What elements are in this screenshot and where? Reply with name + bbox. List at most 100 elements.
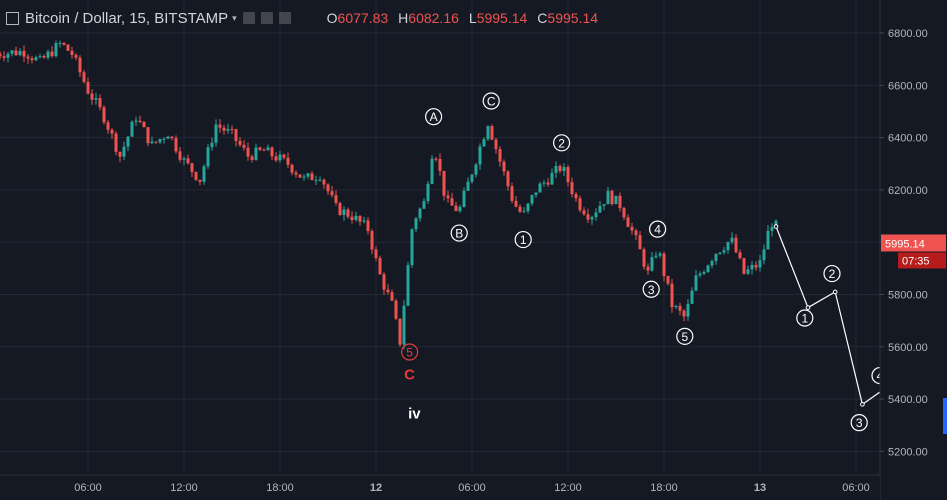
candle <box>202 166 206 182</box>
candle <box>394 300 398 319</box>
time-tick-label: 06:00 <box>842 482 870 494</box>
candle <box>630 226 634 231</box>
candle <box>566 167 570 183</box>
candle <box>198 179 202 182</box>
candle <box>646 266 650 271</box>
candle <box>326 184 330 192</box>
symbol-title[interactable]: Bitcoin / Dollar, 15, BITSTAMP <box>25 9 229 27</box>
candle <box>370 231 374 250</box>
candle <box>542 182 546 184</box>
wave-label-circle <box>482 92 500 110</box>
candle <box>142 121 146 128</box>
candle <box>574 194 578 199</box>
candle <box>594 212 598 218</box>
candle <box>746 269 750 274</box>
candle <box>290 164 294 173</box>
price-tick-label: 6600.00 <box>888 80 928 92</box>
eye-icon[interactable] <box>260 12 273 24</box>
projection-node <box>773 224 779 229</box>
wave-label: 2 <box>829 267 836 281</box>
candle <box>214 124 218 143</box>
candle <box>22 50 26 57</box>
candle <box>638 235 642 250</box>
candle <box>350 216 354 221</box>
more-icon[interactable] <box>278 12 291 24</box>
candle <box>466 181 470 191</box>
candle <box>614 195 618 205</box>
candle <box>738 252 742 259</box>
candle <box>678 305 682 311</box>
wave-label-circle <box>648 220 667 238</box>
wave-label: iv <box>408 405 421 422</box>
candle <box>486 126 490 140</box>
wave-label-circle <box>425 108 443 126</box>
candle <box>334 195 338 203</box>
candle <box>510 186 514 201</box>
candle <box>418 208 422 219</box>
candle <box>230 128 234 130</box>
candle <box>250 156 254 160</box>
wave-label: 1 <box>801 312 808 326</box>
candle <box>358 215 362 222</box>
candle <box>434 158 438 160</box>
chevron-down-icon[interactable]: ▾ <box>232 12 237 23</box>
time-axis: 06:00 12:00 18:00 12 06:00 12:00 18:00 13 06:00 <box>0 474 880 500</box>
candle <box>522 211 526 213</box>
candle <box>342 209 346 216</box>
candle <box>654 255 658 258</box>
candle <box>262 149 266 151</box>
price-tick-label: 6800.00 <box>888 28 928 40</box>
candle <box>190 163 194 172</box>
candle <box>222 127 226 131</box>
candle <box>30 58 34 61</box>
candle <box>550 172 554 185</box>
candle <box>66 44 70 51</box>
candle <box>446 195 450 199</box>
candle <box>582 210 586 215</box>
settings-icon[interactable] <box>242 12 255 24</box>
candle <box>690 290 694 304</box>
candle <box>238 140 242 145</box>
price-tick-label: 6400.00 <box>888 133 928 145</box>
candle <box>558 166 562 172</box>
candle <box>714 253 718 261</box>
candle <box>702 272 706 274</box>
symbol-header: Bitcoin / Dollar, 15, BITSTAMP ▾ O6077.8… <box>0 0 880 36</box>
candle <box>570 182 574 195</box>
candle <box>6 53 10 58</box>
candle <box>294 172 298 175</box>
time-tick-label: 06:00 <box>458 482 486 494</box>
candle <box>658 253 662 256</box>
price-tick-label: 5800.00 <box>888 290 928 302</box>
candle <box>530 195 534 204</box>
candle <box>766 230 770 250</box>
candle <box>130 121 134 137</box>
candle <box>682 310 686 317</box>
candle <box>482 139 486 147</box>
candle <box>470 174 474 182</box>
price-tick-label: 6200.00 <box>888 185 928 197</box>
wave-label: 2 <box>558 136 565 150</box>
candle <box>610 190 614 205</box>
countdown-label: 07:35 <box>902 255 930 267</box>
candle <box>54 43 58 57</box>
candle <box>246 147 250 157</box>
candle <box>758 260 762 268</box>
candle <box>278 154 282 161</box>
candle <box>698 273 702 276</box>
candle <box>118 151 122 157</box>
wave-label: 5 <box>406 346 413 360</box>
collapse-square-icon[interactable] <box>6 11 19 25</box>
candle <box>146 127 150 144</box>
candle <box>462 190 466 207</box>
wave-label: 3 <box>856 416 863 430</box>
candle <box>258 147 262 150</box>
candle <box>686 303 690 317</box>
candle <box>354 215 358 221</box>
candle <box>58 42 62 44</box>
candle <box>706 265 710 273</box>
wave-label: C <box>404 366 415 383</box>
time-tick-label: 12 <box>370 482 382 494</box>
